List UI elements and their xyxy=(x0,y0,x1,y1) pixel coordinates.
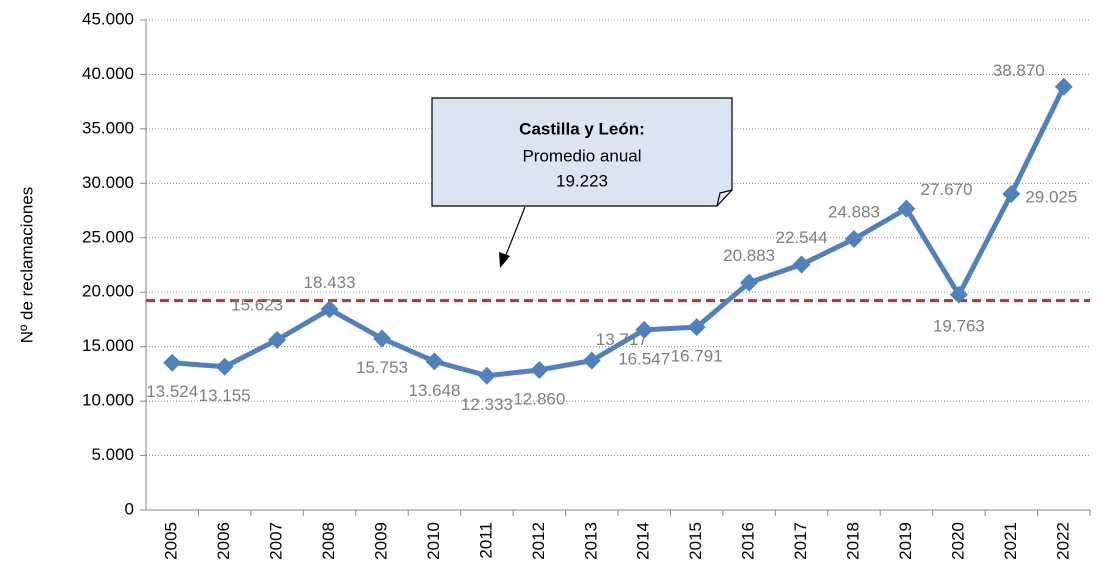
y-axis-label: Nº de reclamaciones xyxy=(17,187,36,343)
x-tick-label: 2017 xyxy=(791,522,810,560)
y-tick-label: 10.000 xyxy=(82,391,134,410)
x-tick-label: 2008 xyxy=(319,522,338,560)
value-label: 13.648 xyxy=(408,381,460,400)
marker xyxy=(897,199,916,218)
x-tick-label: 2021 xyxy=(1001,522,1020,560)
value-label: 12.860 xyxy=(513,389,565,408)
x-tick-label: 2014 xyxy=(634,522,653,560)
marker xyxy=(477,366,496,385)
callout-arrow xyxy=(503,206,526,261)
value-label: 12.333 xyxy=(461,395,513,414)
value-label: 24.883 xyxy=(828,203,880,222)
value-label: 15.753 xyxy=(356,358,408,377)
y-tick-label: 45.000 xyxy=(82,9,134,28)
reference-label: 19.223 xyxy=(556,171,608,190)
value-label: 13.155 xyxy=(199,386,251,405)
marker xyxy=(1002,184,1021,203)
callout-arrowhead xyxy=(499,252,510,268)
value-label: 19.763 xyxy=(933,316,985,335)
value-label: 29.025 xyxy=(1025,187,1077,206)
x-tick-label: 2010 xyxy=(424,522,443,560)
x-tick-label: 2006 xyxy=(214,522,233,560)
value-label: 15.623 xyxy=(231,295,283,314)
marker xyxy=(845,230,863,249)
annotation-text: Promedio anual xyxy=(522,146,641,165)
x-tick-label: 2011 xyxy=(476,522,495,559)
value-label: 16.547 xyxy=(618,349,670,368)
x-tick-label: 2005 xyxy=(162,522,181,560)
x-tick-label: 2020 xyxy=(948,522,967,560)
value-label: 13.524 xyxy=(146,382,198,401)
marker xyxy=(215,357,234,376)
callout-fold xyxy=(716,189,733,207)
marker xyxy=(740,273,759,292)
y-tick-label: 35.000 xyxy=(82,118,134,137)
x-tick-label: 2022 xyxy=(1053,522,1072,560)
marker xyxy=(635,320,654,339)
annotation-title: Castilla y León: xyxy=(519,119,645,138)
x-tick-label: 2019 xyxy=(896,522,915,560)
marker xyxy=(530,360,549,379)
y-tick-label: 40.000 xyxy=(82,64,134,83)
marker xyxy=(949,285,968,304)
y-tick-label: 20.000 xyxy=(82,282,134,301)
y-tick-label: 25.000 xyxy=(82,227,134,246)
value-label: 18.433 xyxy=(304,273,356,292)
x-tick-label: 2012 xyxy=(529,522,548,560)
y-tick-label: 5.000 xyxy=(91,445,134,464)
marker xyxy=(268,330,287,349)
marker xyxy=(373,329,391,348)
marker xyxy=(425,352,444,371)
y-tick-label: 15.000 xyxy=(82,336,134,355)
value-label: 16.791 xyxy=(671,347,723,366)
value-label: 38.870 xyxy=(993,61,1045,80)
value-label: 13.717 xyxy=(596,330,648,349)
x-tick-label: 2016 xyxy=(739,522,758,560)
value-label: 22.544 xyxy=(776,228,828,247)
marker xyxy=(320,300,339,319)
x-tick-label: 2013 xyxy=(581,522,600,560)
y-tick-label: 0 xyxy=(125,499,134,518)
callout-box xyxy=(431,97,733,207)
marker xyxy=(163,353,182,372)
value-label: 20.883 xyxy=(723,246,775,265)
x-tick-label: 2015 xyxy=(686,522,705,560)
y-tick-label: 30.000 xyxy=(82,173,134,192)
marker xyxy=(582,351,601,370)
x-tick-label: 2007 xyxy=(267,522,286,560)
x-tick-label: 2018 xyxy=(843,522,862,560)
marker xyxy=(792,255,811,274)
value-label: 27.670 xyxy=(920,180,972,199)
marker xyxy=(1054,77,1073,96)
marker xyxy=(687,318,706,337)
series-line xyxy=(172,85,1067,379)
x-tick-label: 2009 xyxy=(371,522,390,560)
